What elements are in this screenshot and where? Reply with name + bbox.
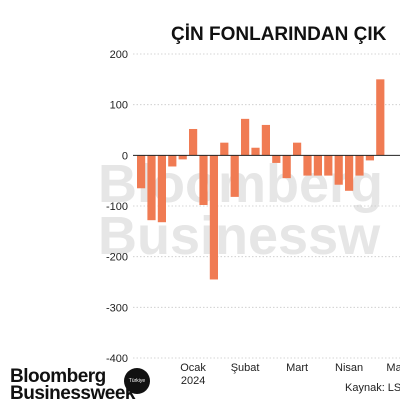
y-tick-label: -100 [106, 201, 128, 213]
bar [199, 155, 208, 205]
bar [168, 155, 177, 167]
bar [345, 155, 354, 191]
y-tick-label: 0 [122, 150, 128, 162]
x-tick-label: Nisan [335, 362, 363, 374]
bar [293, 142, 302, 156]
bars [137, 79, 385, 280]
y-tick-label: -400 [106, 353, 128, 365]
bar [365, 155, 374, 161]
bar [189, 128, 198, 156]
bar [272, 155, 281, 163]
bar [147, 155, 156, 221]
bar [324, 155, 333, 176]
x-tick-label: Şubat [231, 362, 260, 374]
logo-badge-turkiye: Türkiye [124, 368, 150, 394]
y-tick-labels: 200 100 0 -100 -200 -300 -400 [106, 49, 128, 365]
watermark-text: Businessw [98, 206, 381, 266]
bar [137, 155, 146, 189]
bar [230, 155, 239, 197]
bar [355, 155, 364, 176]
bar [334, 155, 343, 185]
x-tick-label: Mayıs [386, 362, 400, 374]
bar [209, 155, 218, 280]
bar [157, 155, 166, 223]
bar [220, 142, 229, 156]
bar [261, 124, 270, 156]
bar [282, 155, 291, 179]
logo-businessweek: Businessweek [10, 383, 135, 404]
bar [251, 147, 260, 156]
y-tick-label: -300 [106, 302, 128, 314]
x-tick-year-label: 2024 [181, 375, 205, 387]
y-tick-label: 100 [110, 100, 128, 112]
bar [303, 155, 312, 176]
bar [376, 79, 385, 156]
x-tick-label: Mart [286, 362, 308, 374]
y-tick-label: -200 [106, 252, 128, 264]
y-tick-label: 200 [110, 49, 128, 61]
chart-title: ÇİN FONLARINDAN ÇIK [171, 24, 387, 45]
x-tick-label: Ocak [180, 362, 206, 374]
bar [313, 155, 322, 176]
logo-bloomberg: Bloomberg [10, 366, 106, 387]
source-note: Kaynak: LSE [345, 382, 400, 394]
bar [241, 118, 250, 156]
bar [178, 155, 187, 160]
gridlines [133, 53, 400, 359]
